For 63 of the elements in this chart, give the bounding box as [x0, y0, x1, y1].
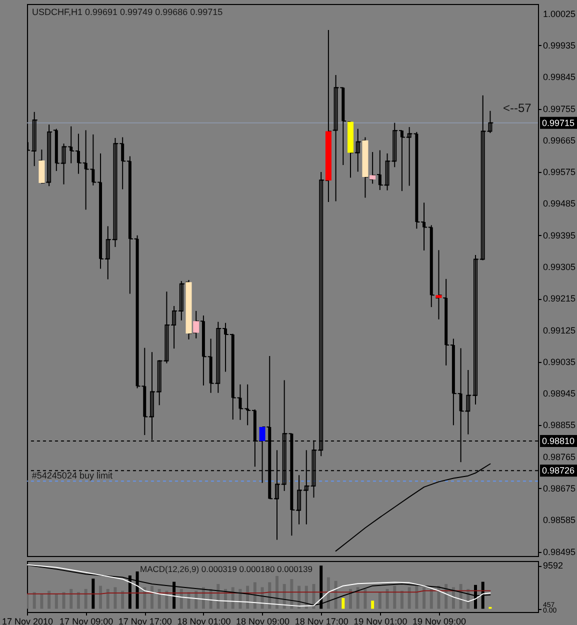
chart-title: MACD(12,26,9) 0.000319 0.000180 0.000139	[140, 564, 313, 574]
x-tick-label: 18 Nov 17:00	[294, 616, 348, 625]
x-tick-label: 17 Nov 09:00	[60, 616, 114, 625]
y-tick-label: 0.99035	[543, 356, 576, 367]
candlestick	[392, 122, 397, 168]
candlestick	[378, 150, 382, 190]
candlestick	[106, 226, 110, 280]
candlestick	[297, 474, 302, 525]
chart-title: USDCHF,H1 0.99691 0.99749 0.99686 0.99715	[32, 7, 223, 17]
x-tick-label: 17 Nov 17:00	[118, 616, 172, 625]
annotation: <--57	[503, 101, 532, 115]
x-tick-label: 18 Nov 01:00	[177, 616, 231, 625]
y-tick-label: 0.98585	[543, 515, 576, 526]
bar	[371, 600, 374, 609]
candlestick	[488, 110, 492, 134]
y-tick-label: 0.99305	[543, 262, 576, 272]
candlestick	[179, 280, 184, 321]
candlestick	[157, 360, 162, 406]
candlestick	[47, 124, 52, 187]
x-tick-label: 19 Nov 01:00	[354, 616, 408, 625]
y-tick-label: 1.00025	[543, 8, 576, 19]
y-tick-label: 0.99125	[543, 325, 576, 336]
candlestick	[385, 152, 390, 191]
y-tick-label: 0.99215	[543, 294, 576, 304]
candlestick	[113, 137, 118, 248]
candlestick	[76, 133, 80, 174]
candlestick	[466, 370, 470, 435]
candlestick	[334, 74, 338, 202]
y-tick-label: 0.98675	[543, 483, 576, 494]
y-tick-label: 0.98765	[543, 452, 576, 462]
candlestick	[92, 134, 95, 186]
candlestick	[70, 126, 73, 164]
y-tick-label: 0.99935	[543, 40, 576, 50]
candlestick	[32, 111, 36, 167]
x-tick-label: 18 Nov 09:00	[236, 616, 290, 625]
candlestick	[121, 136, 124, 190]
candlestick	[224, 322, 228, 372]
bar	[326, 577, 330, 609]
y-tick-label: 0.99845	[543, 72, 576, 82]
y-tick-label: 0.98855	[543, 420, 576, 430]
candlestick	[216, 321, 220, 394]
y-tick-label: 0.99575	[543, 167, 576, 178]
y-tick-label: 0.99665	[543, 135, 576, 146]
candlestick	[84, 130, 88, 210]
y-tick-label: 0.99485	[543, 198, 576, 209]
candlestick	[480, 94, 485, 261]
y-tick-label: 0.98945	[543, 388, 576, 399]
bar	[92, 578, 95, 609]
x-tick-label: 19 Nov 09:00	[412, 616, 466, 625]
candlestick	[356, 128, 360, 172]
y-tick-label: 0.99755	[543, 104, 576, 114]
y-tick-label: 9592	[543, 560, 564, 571]
candlestick	[172, 306, 176, 350]
y-tick-label: 0.99395	[543, 230, 576, 240]
candlestick	[407, 126, 412, 186]
candlestick	[164, 291, 169, 364]
x-tick-label: 17 Nov 2010	[2, 616, 54, 625]
candlestick	[400, 130, 404, 192]
candlestick	[62, 143, 66, 185]
annotation: #54245024 buy limit	[32, 470, 113, 481]
candlestick	[422, 202, 426, 251]
y-tick-label: 0.98495	[543, 546, 576, 557]
bar	[342, 598, 345, 609]
